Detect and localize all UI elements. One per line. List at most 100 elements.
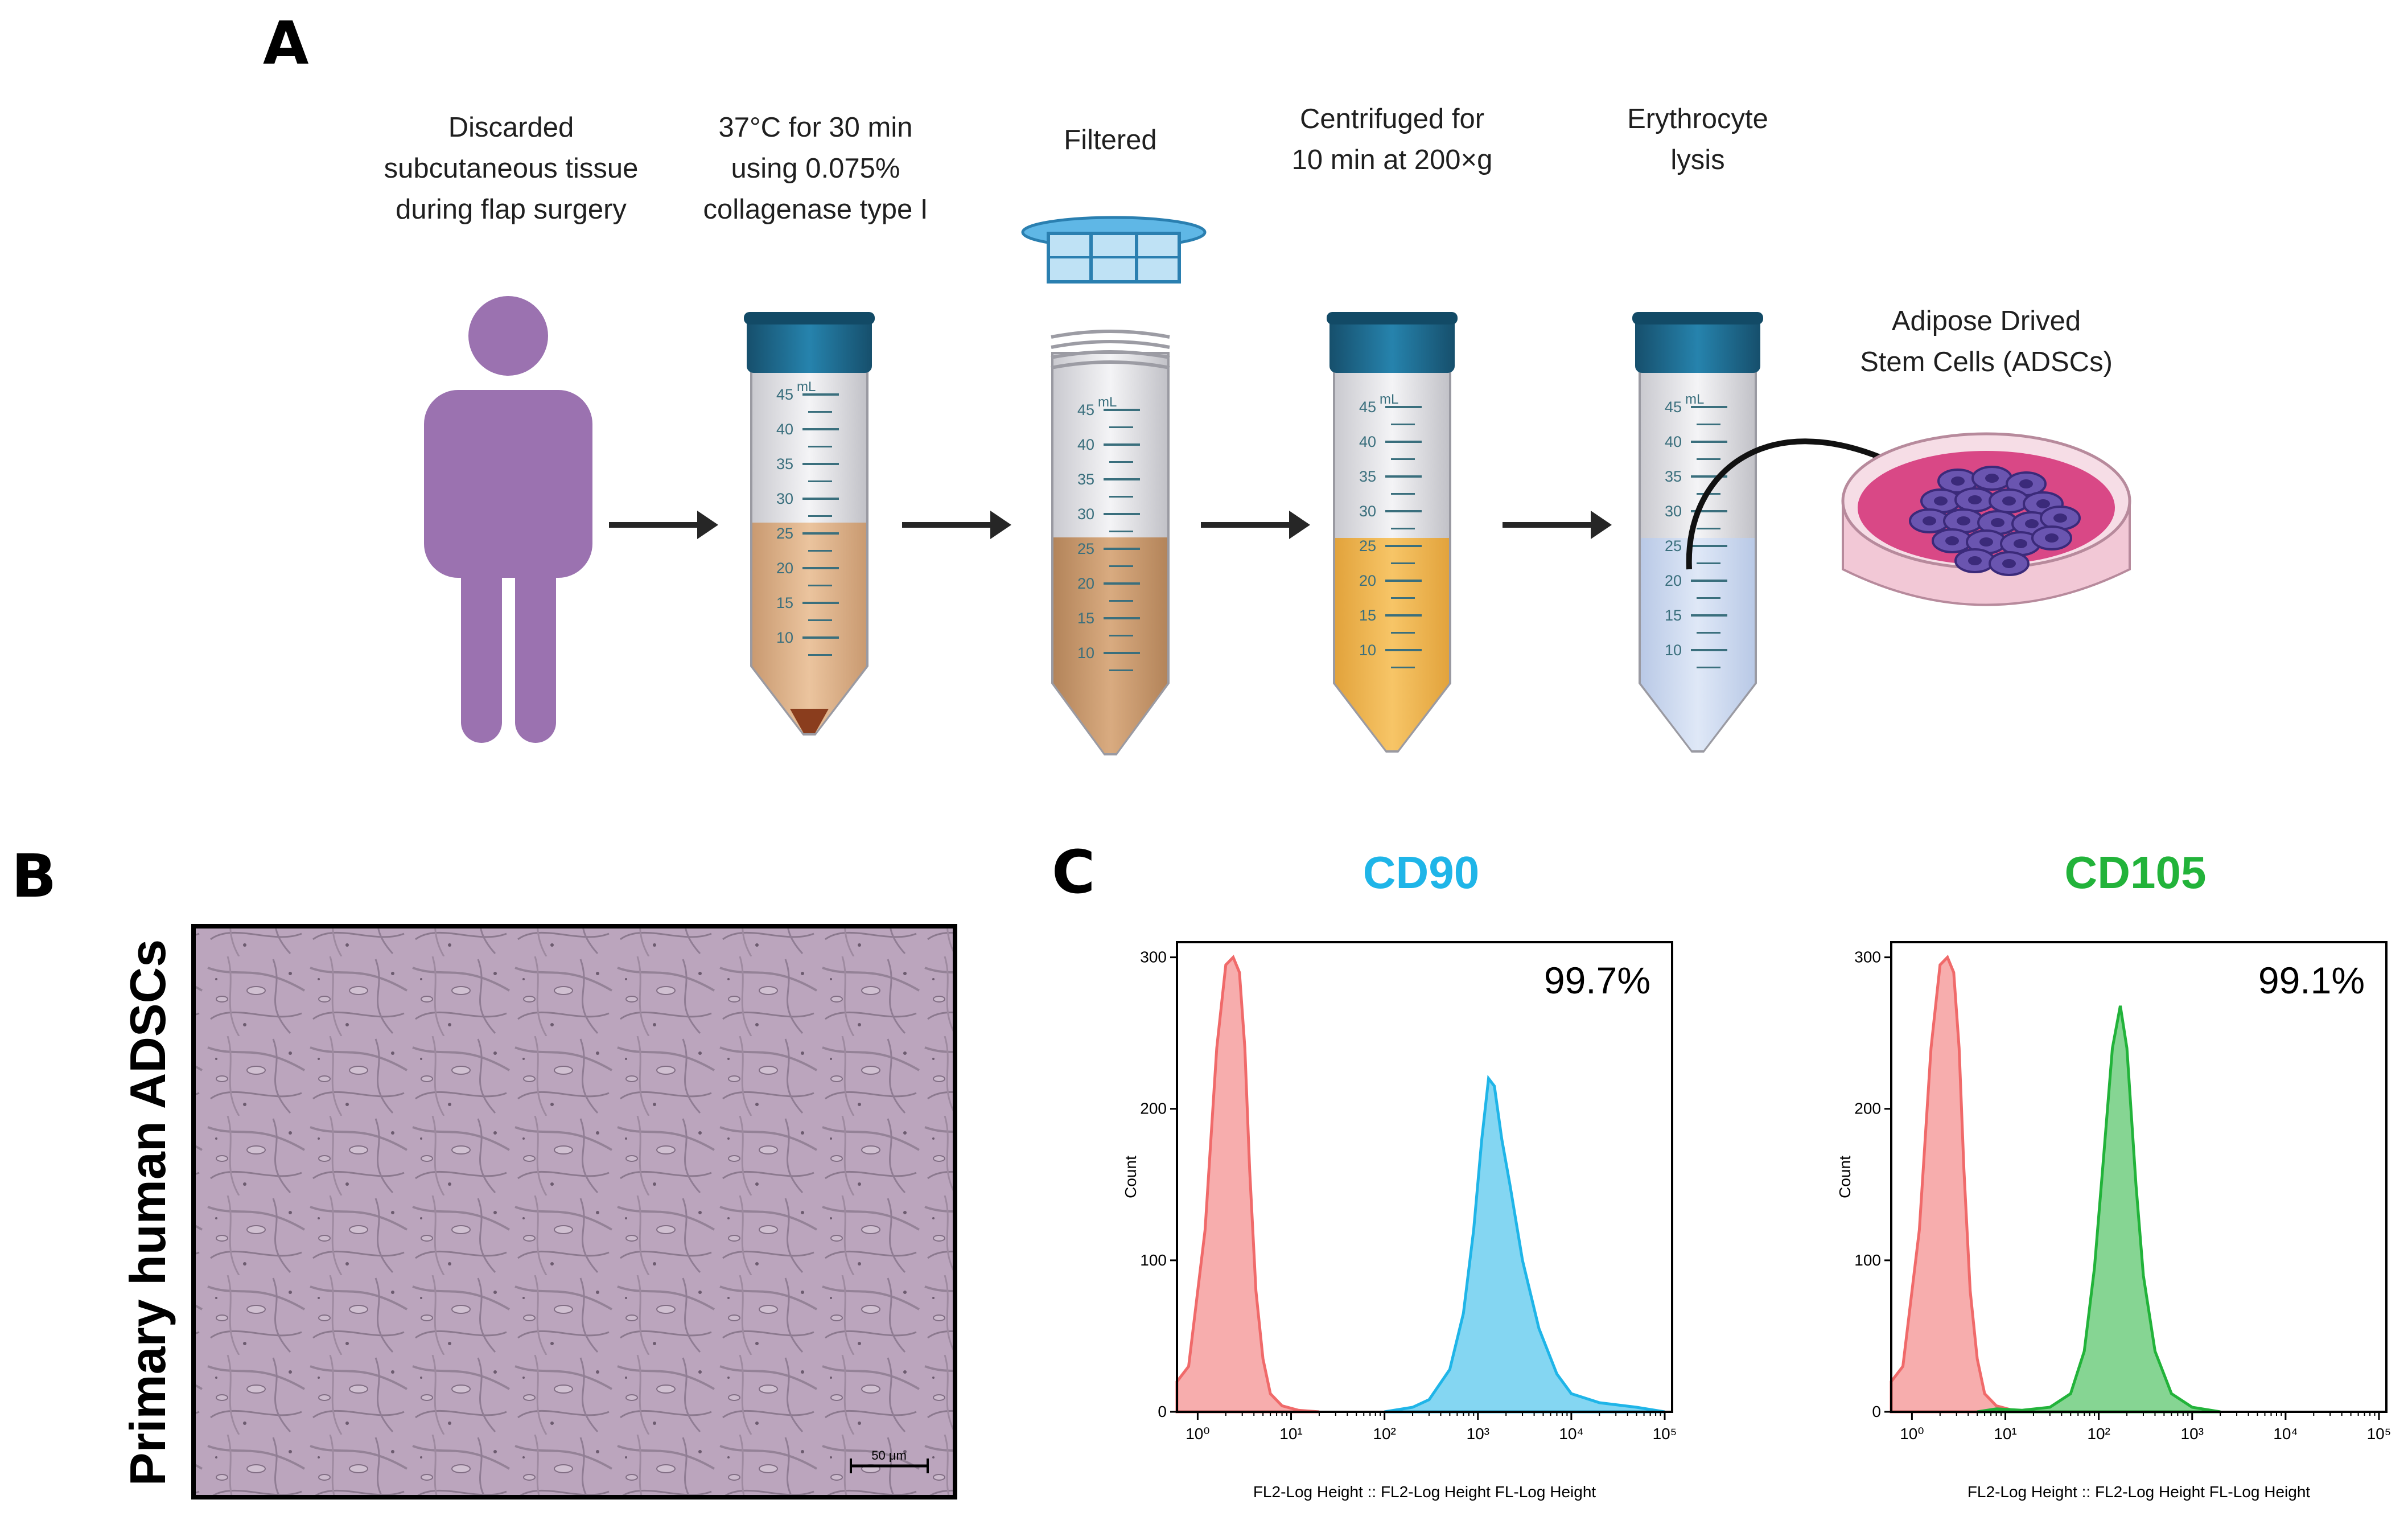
- svg-text:37°C for 30 min: 37°C for 30 min: [719, 112, 913, 143]
- panel-label-c: C: [1052, 837, 1095, 907]
- svg-text:lysis: lysis: [1670, 145, 1724, 175]
- x-tick-label: 10¹: [1279, 1425, 1302, 1443]
- y-tick-label: 0: [1872, 1403, 1881, 1420]
- x-axis-label: FL2-Log Height :: FL2-Log Height FL-Log …: [1253, 1483, 1596, 1501]
- cell-nucleus: [1957, 516, 1970, 525]
- tube-unit-label: mL: [797, 379, 816, 395]
- tube-tick-label: 45: [1077, 401, 1094, 418]
- tube-3: mL 45 40 35 30 25 20 15 10: [1327, 312, 1458, 753]
- svg-text:Adipose Drived: Adipose Drived: [1892, 306, 2081, 336]
- y-tick-label: 100: [1140, 1251, 1167, 1269]
- y-tick-label: 200: [1854, 1100, 1881, 1118]
- tube-tick-label: 45: [1665, 398, 1682, 416]
- process-arrows: [609, 511, 1612, 539]
- micrograph: 50 μm: [191, 924, 957, 1499]
- person-icon: [424, 296, 592, 743]
- cell-nucleus: [1951, 476, 1965, 486]
- x-tick-label: 10⁵: [2367, 1425, 2391, 1443]
- x-tick-label: 10³: [2181, 1425, 2204, 1443]
- svg-text:during flap surgery: during flap surgery: [396, 194, 627, 225]
- tube-2: mL 45 40 35 30 25 20 15 10: [1051, 330, 1170, 755]
- tube-tick-label: 35: [1359, 468, 1376, 485]
- y-tick-label: 300: [1854, 948, 1881, 966]
- svg-text:Filtered: Filtered: [1064, 125, 1156, 155]
- tube-tick-label: 10: [1077, 644, 1094, 662]
- cell-nucleus: [1945, 536, 1959, 545]
- tube-tick-label: 25: [776, 525, 793, 542]
- tube-tick-label: 25: [1359, 537, 1376, 554]
- tube-tick-label: 15: [1359, 607, 1376, 624]
- tube-tick-label: 25: [1665, 537, 1682, 554]
- percent-annotation: 99.1%: [2258, 959, 2365, 1001]
- arrow-right-icon: [1503, 511, 1612, 539]
- step-1-caption: Discarded subcutaneous tissue during fla…: [384, 112, 639, 225]
- svg-text:Discarded: Discarded: [448, 112, 574, 143]
- step-3-caption: Filtered: [1064, 125, 1156, 155]
- panel-label-b: B: [11, 841, 56, 911]
- step-5-caption: Erythrocyte lysis: [1627, 104, 1768, 175]
- tube-tick-label: 20: [776, 560, 793, 577]
- x-tick-label: 10³: [1467, 1425, 1489, 1443]
- tube-tick-label: 30: [1077, 506, 1094, 523]
- x-tick-label: 10⁰: [1186, 1425, 1209, 1443]
- cell-nucleus: [1985, 474, 1999, 483]
- x-tick-label: 10⁰: [1900, 1425, 1924, 1443]
- svg-text:using 0.075%: using 0.075%: [731, 153, 900, 184]
- cell-nucleus: [2025, 519, 2039, 528]
- filter-icon: [1021, 216, 1207, 284]
- series-control-area: [1175, 955, 1320, 1414]
- chart-title: CD90: [1363, 847, 1480, 898]
- tube-tick-label: 35: [1077, 471, 1094, 488]
- svg-text:subcutaneous tissue: subcutaneous tissue: [384, 153, 639, 184]
- cell-nucleus: [2014, 539, 2027, 548]
- x-tick-label: 10⁴: [2273, 1425, 2298, 1443]
- x-tick-label: 10⁴: [1559, 1425, 1583, 1443]
- tube-tick-label: 40: [1359, 433, 1376, 450]
- step-4-caption: Centrifuged for 10 min at 200×g: [1292, 104, 1493, 175]
- y-tick-label: 200: [1140, 1100, 1167, 1118]
- scale-bar-label: 50 μm: [871, 1448, 907, 1462]
- tube-tick-label: 40: [776, 421, 793, 438]
- svg-text:Centrifuged for: Centrifuged for: [1300, 104, 1484, 134]
- cell-nucleus: [2002, 559, 2016, 568]
- plot-frame: [1176, 941, 1673, 1413]
- cell-nucleus: [2036, 499, 2050, 508]
- cell-nucleus: [1979, 537, 1993, 547]
- y-tick-label: 300: [1140, 948, 1167, 966]
- x-tick-label: 10²: [1373, 1425, 1396, 1443]
- micrograph-ylabel: Primary human ADSCs: [120, 939, 176, 1486]
- step-2-caption: 37°C for 30 min using 0.075% collagenase…: [703, 112, 928, 225]
- tube-unit-label: mL: [1098, 395, 1117, 410]
- y-axis-label: Count: [1836, 1156, 1854, 1198]
- cell-nucleus: [1934, 496, 1948, 506]
- petri-dish-icon: [1841, 432, 2131, 606]
- tube-tick-label: 40: [1077, 436, 1094, 453]
- svg-text:Stem Cells (ADSCs): Stem Cells (ADSCs): [1860, 347, 2113, 377]
- tube-tick-label: 20: [1665, 572, 1682, 589]
- x-tick-label: 10²: [2087, 1425, 2110, 1443]
- svg-text:collagenase type I: collagenase type I: [703, 194, 928, 225]
- step-6-caption: Adipose Drived Stem Cells (ADSCs): [1860, 306, 2113, 377]
- cell-nucleus: [1968, 495, 1982, 504]
- tube-tick-label: 10: [1359, 642, 1376, 659]
- x-axis-label: FL2-Log Height :: FL2-Log Height FL-Log …: [1967, 1483, 2311, 1501]
- tube-tick-label: 15: [776, 594, 793, 611]
- cell-nucleus: [2045, 533, 2059, 543]
- tube-tick-label: 15: [1077, 610, 1094, 627]
- cell-nucleus: [2002, 496, 2016, 506]
- percent-annotation: 99.7%: [1544, 959, 1650, 1001]
- series-control-area: [1890, 955, 2034, 1414]
- tube-tick-label: 35: [1665, 468, 1682, 485]
- cell-nucleus: [2053, 513, 2067, 523]
- y-axis-label: Count: [1122, 1156, 1139, 1198]
- arrow-right-icon: [902, 511, 1011, 539]
- tube-tick-label: 45: [776, 386, 793, 403]
- cell-nucleus: [1968, 556, 1982, 565]
- cell-nucleus: [1923, 516, 1936, 525]
- chart-cd105: CD105 300 200 100 0 10⁰ 10¹ 10² 10³ 10⁴ 10⁵ Count FL…: [1836, 847, 2391, 1501]
- y-tick-label: 100: [1854, 1251, 1881, 1269]
- series-cd90-area: [1384, 1075, 1665, 1414]
